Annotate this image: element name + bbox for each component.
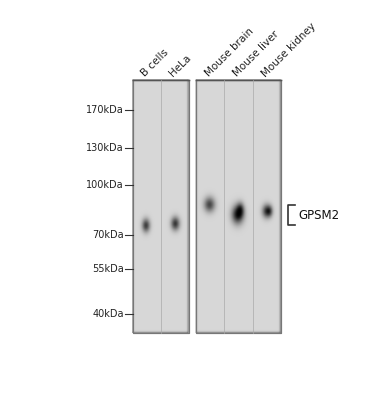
Bar [196,80,281,333]
Bar [196,80,281,333]
Text: GPSM2: GPSM2 [298,208,339,222]
Text: Mouse brain: Mouse brain [203,26,256,79]
Bar [133,80,189,333]
Text: 55kDa: 55kDa [92,264,124,274]
Text: 40kDa: 40kDa [92,309,124,319]
Text: Mouse liver: Mouse liver [232,29,281,79]
Text: 100kDa: 100kDa [86,180,124,190]
Text: 70kDa: 70kDa [92,230,124,240]
Text: 130kDa: 130kDa [86,143,124,153]
Text: Mouse kidney: Mouse kidney [260,21,318,79]
Text: B cells: B cells [139,48,171,79]
Text: 170kDa: 170kDa [86,105,124,115]
Bar [133,80,189,333]
Text: HeLa: HeLa [168,53,193,79]
